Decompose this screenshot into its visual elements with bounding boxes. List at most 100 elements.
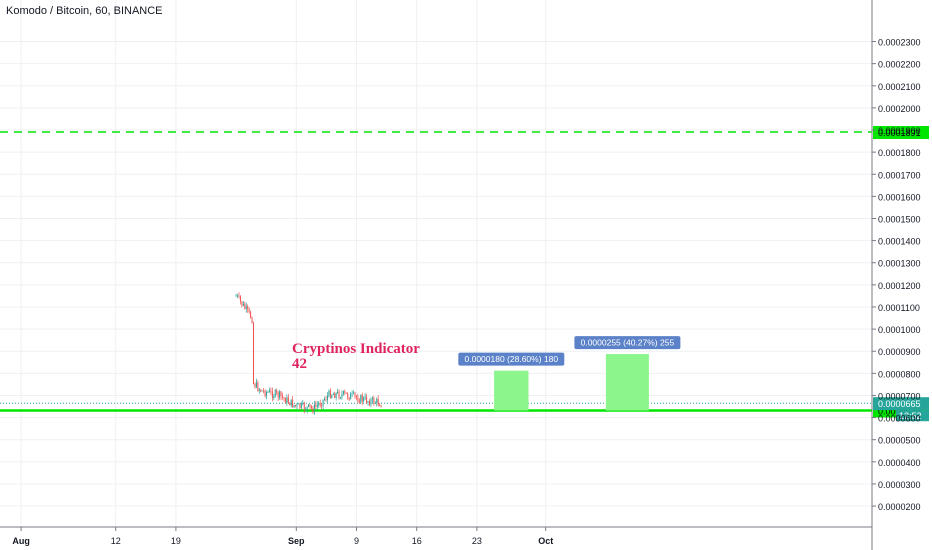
candle-body xyxy=(321,405,323,407)
annotation-line-1: Cryptinos Indicator xyxy=(292,341,420,357)
y-tick-label: 0.0001000 xyxy=(878,325,921,335)
candle-body xyxy=(306,406,308,410)
y-tick-label: 0.0000800 xyxy=(878,369,921,379)
candle-body xyxy=(369,401,370,405)
time-axis[interactable]: Aug 12 19 Sep 9 16 23 Oct xyxy=(0,526,872,546)
candle-body xyxy=(353,392,355,394)
y-tick-label: 0.0001600 xyxy=(878,192,921,202)
candle-body xyxy=(242,303,244,306)
candle-body xyxy=(312,407,314,413)
target-box xyxy=(494,370,529,411)
candle-body xyxy=(282,396,283,398)
candle-body xyxy=(370,399,372,405)
candle-body xyxy=(358,401,360,403)
target-label-box xyxy=(574,336,681,350)
candle-body xyxy=(295,405,297,406)
x-tick-label: 19 xyxy=(171,536,181,546)
candle-body xyxy=(334,393,336,398)
candle-body xyxy=(260,389,262,392)
candle-body xyxy=(241,301,243,306)
target-label: 0.0000255 (40.27%) 255 xyxy=(581,338,675,348)
candle-body xyxy=(326,395,328,400)
candle-body xyxy=(355,395,357,398)
candle-body xyxy=(267,392,269,393)
candle-body xyxy=(341,393,343,398)
candle-body xyxy=(315,404,317,407)
y-tick-label: 0.0001700 xyxy=(878,170,921,180)
x-tick-label: 12 xyxy=(111,536,121,546)
annotation-text: Cryptinos Indicator 42 xyxy=(292,342,420,372)
candle-body xyxy=(261,390,263,392)
candle-body xyxy=(354,392,356,396)
candle-body xyxy=(364,396,366,398)
candle-body xyxy=(344,391,346,393)
x-tick-label: 9 xyxy=(354,536,359,546)
candle-body xyxy=(338,391,340,398)
candle-body xyxy=(255,382,257,388)
target-label-box xyxy=(458,352,565,366)
candle-body xyxy=(348,397,350,400)
y-tick-label: 0.0000400 xyxy=(878,458,921,468)
annotation-line-2: 42 xyxy=(292,356,307,372)
candle-body xyxy=(270,390,272,392)
candle-body xyxy=(257,382,259,391)
candle-body xyxy=(324,399,326,401)
candle-body xyxy=(357,397,359,402)
candle-body xyxy=(266,392,268,396)
candle-body xyxy=(287,397,289,403)
target-boxes: 0.0000180 (28.60%) 180 0.0000255 (40.27%)… xyxy=(458,336,681,411)
y-tick-label: 0.0000500 xyxy=(878,436,921,446)
candle-body xyxy=(239,296,241,302)
y-tick-label: 0.0000900 xyxy=(878,347,921,357)
current-price-tag xyxy=(873,397,929,411)
candle-body xyxy=(325,399,327,401)
candle-body xyxy=(371,397,373,400)
candle-body xyxy=(337,391,339,393)
current-price-label: 0.0000665 xyxy=(878,399,921,409)
candle-body xyxy=(311,406,312,408)
candle-body xyxy=(263,390,265,392)
candle-body xyxy=(299,403,301,409)
candle-body xyxy=(258,389,260,391)
x-tick-label: Oct xyxy=(538,536,553,546)
candle-body xyxy=(329,390,331,398)
candle-body xyxy=(286,397,288,404)
candle-body xyxy=(253,322,254,384)
candles xyxy=(235,292,382,415)
x-tick-label: Aug xyxy=(12,536,30,546)
candle-body xyxy=(313,404,315,413)
horizontal-line-tag-label: 0.0001891 xyxy=(878,128,921,138)
price-axis[interactable]: 0.0000200 0.0000300 0.0000400 0.0000500 0.00… xyxy=(871,0,921,550)
candle-body xyxy=(379,404,381,406)
grid xyxy=(0,0,872,527)
candle-body xyxy=(250,311,252,318)
candle-body xyxy=(300,403,302,409)
y-tick-label: 0.0000600 xyxy=(878,414,921,424)
candle-body xyxy=(350,393,352,400)
candle-body xyxy=(351,393,353,394)
candle-body xyxy=(296,404,298,406)
candle-body xyxy=(335,392,337,398)
y-tick-label: 0.0000700 xyxy=(878,391,921,401)
candle-body xyxy=(360,395,362,403)
candle-body xyxy=(245,306,247,309)
candle-body xyxy=(328,390,330,396)
countdown-tag xyxy=(896,410,929,422)
y-tick-label: 0.0001500 xyxy=(878,214,921,224)
y-tick-label: 0.0002100 xyxy=(878,82,921,92)
candle-body xyxy=(283,397,285,399)
candle-body xyxy=(277,392,279,398)
y-tick-label: 0.0002200 xyxy=(878,60,921,70)
candle-body xyxy=(305,409,307,411)
candle-body xyxy=(302,402,304,404)
y-tick-label: 0.0001800 xyxy=(878,148,921,158)
candle-body xyxy=(367,401,369,403)
x-tick-label: 23 xyxy=(472,536,482,546)
y-tick-label: 0.0001400 xyxy=(878,237,921,247)
candle-body xyxy=(292,399,294,408)
x-tick-label: Sep xyxy=(288,536,305,546)
candle-body xyxy=(342,391,344,394)
candle-body xyxy=(271,391,273,398)
